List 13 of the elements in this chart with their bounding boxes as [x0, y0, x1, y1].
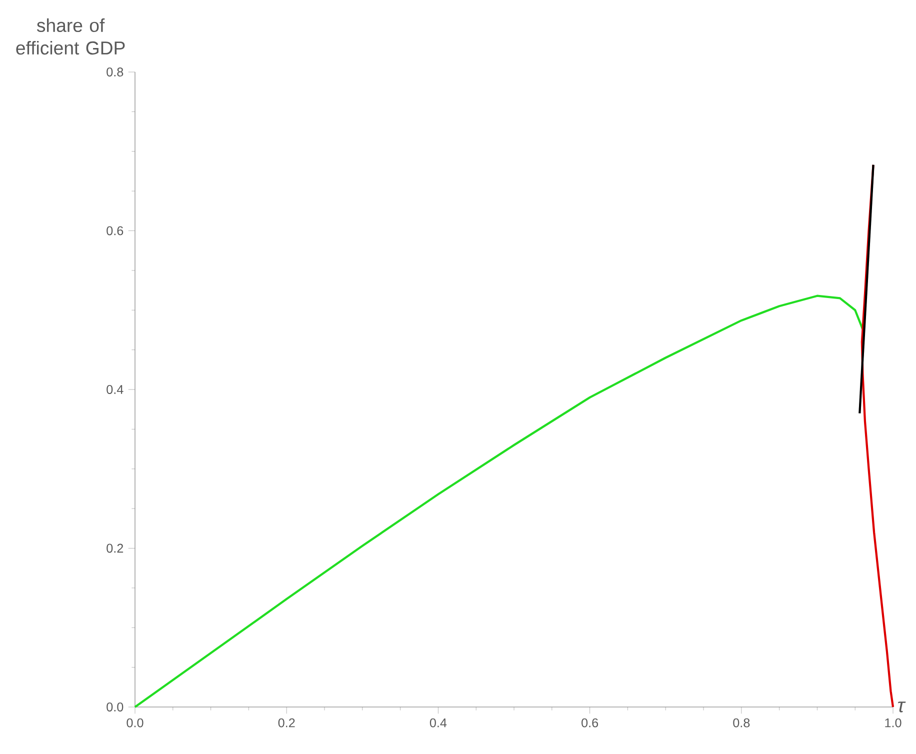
- y-tick-label: 0.4: [106, 385, 124, 394]
- x-tick-label: 0.0: [126, 718, 144, 728]
- y-tick-label: 0.0: [106, 702, 124, 712]
- x-axis-title: τ: [898, 702, 906, 712]
- y-axis-title: share of efficient GDP: [16, 18, 125, 55]
- y-tick-label: 0.6: [106, 226, 124, 236]
- x-tick-label: 0.6: [582, 718, 598, 728]
- y-tick-label: 0.2: [106, 544, 124, 553]
- x-tick-label: 1.0: [885, 718, 902, 728]
- x-tick-label: 0.4: [430, 718, 447, 728]
- x-tick-label: 0.8: [733, 718, 750, 728]
- y-tick-label: 0.8: [106, 68, 124, 76]
- x-tick-label: 0.2: [278, 718, 295, 728]
